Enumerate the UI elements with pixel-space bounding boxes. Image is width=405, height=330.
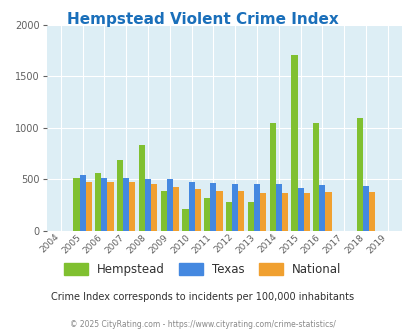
- Bar: [313, 123, 319, 231]
- Bar: [173, 187, 179, 231]
- Bar: [166, 180, 173, 231]
- Bar: [123, 179, 129, 231]
- Bar: [188, 182, 194, 231]
- Bar: [101, 179, 107, 231]
- Text: Crime Index corresponds to incidents per 100,000 inhabitants: Crime Index corresponds to incidents per…: [51, 292, 354, 302]
- Bar: [275, 184, 281, 231]
- Bar: [325, 192, 331, 231]
- Bar: [194, 189, 200, 231]
- Legend: Hempstead, Texas, National: Hempstead, Texas, National: [60, 258, 345, 281]
- Bar: [362, 185, 368, 231]
- Bar: [226, 202, 232, 231]
- Bar: [95, 173, 101, 231]
- Bar: [79, 175, 85, 231]
- Bar: [139, 145, 145, 231]
- Bar: [291, 55, 297, 231]
- Bar: [160, 191, 166, 231]
- Text: Hempstead Violent Crime Index: Hempstead Violent Crime Index: [67, 12, 338, 26]
- Bar: [107, 182, 113, 231]
- Bar: [204, 198, 210, 231]
- Bar: [356, 118, 362, 231]
- Bar: [254, 184, 260, 231]
- Bar: [73, 179, 79, 231]
- Bar: [260, 193, 266, 231]
- Bar: [269, 123, 275, 231]
- Bar: [210, 183, 216, 231]
- Bar: [232, 184, 238, 231]
- Bar: [85, 182, 92, 231]
- Bar: [319, 184, 325, 231]
- Bar: [238, 191, 244, 231]
- Bar: [303, 193, 309, 231]
- Bar: [117, 160, 123, 231]
- Bar: [216, 191, 222, 231]
- Text: © 2025 CityRating.com - https://www.cityrating.com/crime-statistics/: © 2025 CityRating.com - https://www.city…: [70, 320, 335, 329]
- Bar: [129, 182, 135, 231]
- Bar: [281, 193, 287, 231]
- Bar: [368, 192, 374, 231]
- Bar: [297, 188, 303, 231]
- Bar: [182, 209, 188, 231]
- Bar: [145, 179, 151, 231]
- Bar: [151, 183, 157, 231]
- Bar: [247, 202, 254, 231]
